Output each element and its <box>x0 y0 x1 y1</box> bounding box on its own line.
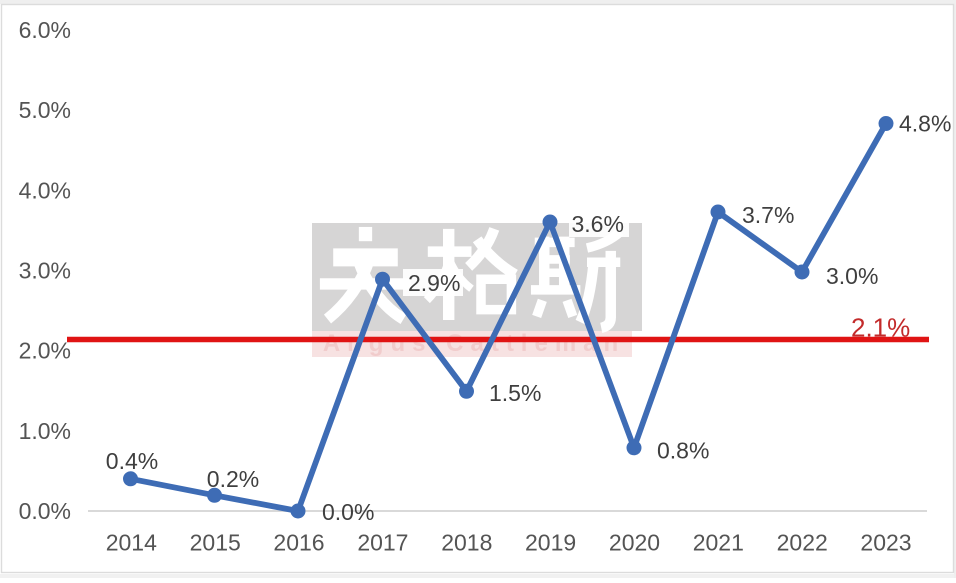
svg-text:2021: 2021 <box>693 530 744 556</box>
svg-text:3.6%: 3.6% <box>572 211 624 237</box>
svg-text:2016: 2016 <box>273 530 324 556</box>
svg-text:2020: 2020 <box>609 530 660 556</box>
svg-text:5.0%: 5.0% <box>19 97 71 123</box>
svg-text:2.0%: 2.0% <box>19 338 71 364</box>
svg-text:0.4%: 0.4% <box>106 448 158 474</box>
svg-text:0.0%: 0.0% <box>19 498 71 524</box>
svg-text:2.9%: 2.9% <box>408 270 460 296</box>
svg-text:2023: 2023 <box>860 530 911 556</box>
svg-text:2018: 2018 <box>441 530 492 556</box>
svg-text:2019: 2019 <box>525 530 576 556</box>
svg-text:0.0%: 0.0% <box>322 499 374 525</box>
svg-text:3.7%: 3.7% <box>742 202 794 228</box>
svg-text:6.0%: 6.0% <box>19 17 71 43</box>
svg-text:2017: 2017 <box>357 530 408 556</box>
svg-text:Angus Cattleman: Angus Cattleman <box>323 330 625 357</box>
svg-text:2022: 2022 <box>777 530 828 556</box>
svg-text:4.0%: 4.0% <box>19 177 71 203</box>
svg-text:0.2%: 0.2% <box>207 466 259 492</box>
svg-text:2015: 2015 <box>190 530 241 556</box>
svg-text:4.8%: 4.8% <box>899 111 951 137</box>
svg-text:3.0%: 3.0% <box>826 263 878 289</box>
svg-text:1.5%: 1.5% <box>489 380 541 406</box>
svg-text:2.1%: 2.1% <box>851 313 910 343</box>
svg-text:0.8%: 0.8% <box>657 438 709 464</box>
svg-text:1.0%: 1.0% <box>19 418 71 444</box>
svg-text:3.0%: 3.0% <box>19 258 71 284</box>
svg-text:2014: 2014 <box>106 530 157 556</box>
